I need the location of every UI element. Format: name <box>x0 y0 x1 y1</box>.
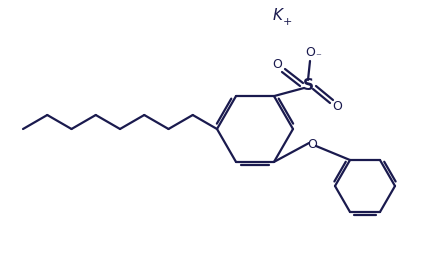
Text: K: K <box>273 8 283 24</box>
Text: S: S <box>302 78 314 93</box>
Text: O: O <box>305 46 315 59</box>
Text: ⁻: ⁻ <box>315 52 321 62</box>
Text: O: O <box>307 137 317 151</box>
Text: O: O <box>332 101 342 114</box>
Text: O: O <box>272 57 282 71</box>
Text: +: + <box>282 17 292 27</box>
